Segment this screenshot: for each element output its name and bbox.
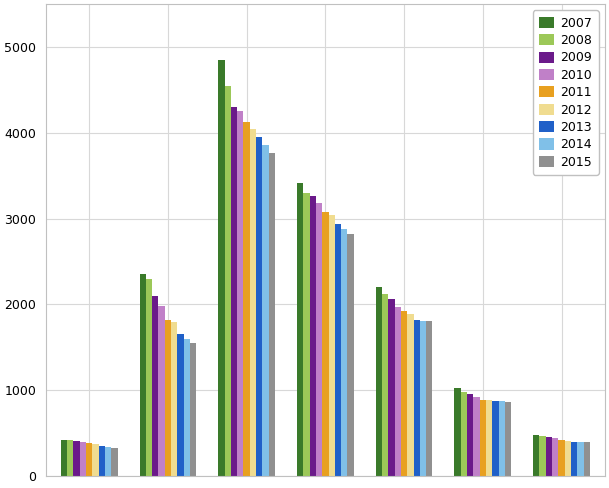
Bar bbox=[583, 443, 590, 476]
Bar bbox=[297, 183, 303, 476]
Bar bbox=[262, 145, 269, 476]
Bar bbox=[177, 334, 184, 476]
Bar bbox=[454, 388, 461, 476]
Bar bbox=[184, 339, 190, 476]
Bar bbox=[231, 107, 237, 476]
Bar bbox=[218, 60, 225, 476]
Bar bbox=[414, 320, 420, 476]
Bar bbox=[61, 440, 67, 476]
Bar bbox=[395, 307, 401, 476]
Bar bbox=[74, 441, 80, 476]
Bar bbox=[316, 203, 322, 476]
Bar bbox=[256, 137, 262, 476]
Bar bbox=[158, 306, 165, 476]
Bar bbox=[546, 437, 552, 476]
Bar bbox=[505, 402, 511, 476]
Bar bbox=[407, 314, 414, 476]
Bar bbox=[105, 447, 111, 476]
Bar bbox=[80, 442, 86, 476]
Bar bbox=[139, 274, 146, 476]
Bar bbox=[335, 224, 341, 476]
Bar bbox=[341, 229, 347, 476]
Bar bbox=[190, 343, 196, 476]
Bar bbox=[540, 436, 546, 476]
Bar bbox=[467, 394, 473, 476]
Bar bbox=[269, 153, 275, 476]
Bar bbox=[146, 279, 152, 476]
Bar bbox=[486, 400, 492, 476]
Bar bbox=[499, 401, 505, 476]
Bar bbox=[426, 322, 432, 476]
Bar bbox=[303, 193, 309, 476]
Bar bbox=[571, 442, 577, 476]
Bar bbox=[309, 196, 316, 476]
Bar bbox=[165, 320, 171, 476]
Bar bbox=[250, 128, 256, 476]
Bar bbox=[558, 440, 565, 476]
Legend: 2007, 2008, 2009, 2010, 2011, 2012, 2013, 2014, 2015: 2007, 2008, 2009, 2010, 2011, 2012, 2013… bbox=[533, 10, 599, 175]
Bar bbox=[382, 294, 389, 476]
Bar bbox=[347, 234, 354, 476]
Bar bbox=[552, 438, 558, 476]
Bar bbox=[389, 299, 395, 476]
Bar bbox=[171, 323, 177, 476]
Bar bbox=[111, 448, 118, 476]
Bar bbox=[420, 321, 426, 476]
Bar bbox=[376, 287, 382, 476]
Bar bbox=[225, 85, 231, 476]
Bar bbox=[322, 212, 328, 476]
Bar bbox=[152, 296, 158, 476]
Bar bbox=[480, 400, 486, 476]
Bar bbox=[533, 435, 540, 476]
Bar bbox=[86, 443, 93, 476]
Bar bbox=[328, 215, 335, 476]
Bar bbox=[99, 446, 105, 476]
Bar bbox=[577, 442, 583, 476]
Bar bbox=[93, 444, 99, 476]
Bar bbox=[492, 401, 499, 476]
Bar bbox=[244, 122, 250, 476]
Bar bbox=[565, 441, 571, 476]
Bar bbox=[461, 392, 467, 476]
Bar bbox=[401, 311, 407, 476]
Bar bbox=[473, 397, 480, 476]
Bar bbox=[67, 440, 74, 476]
Bar bbox=[237, 111, 244, 476]
